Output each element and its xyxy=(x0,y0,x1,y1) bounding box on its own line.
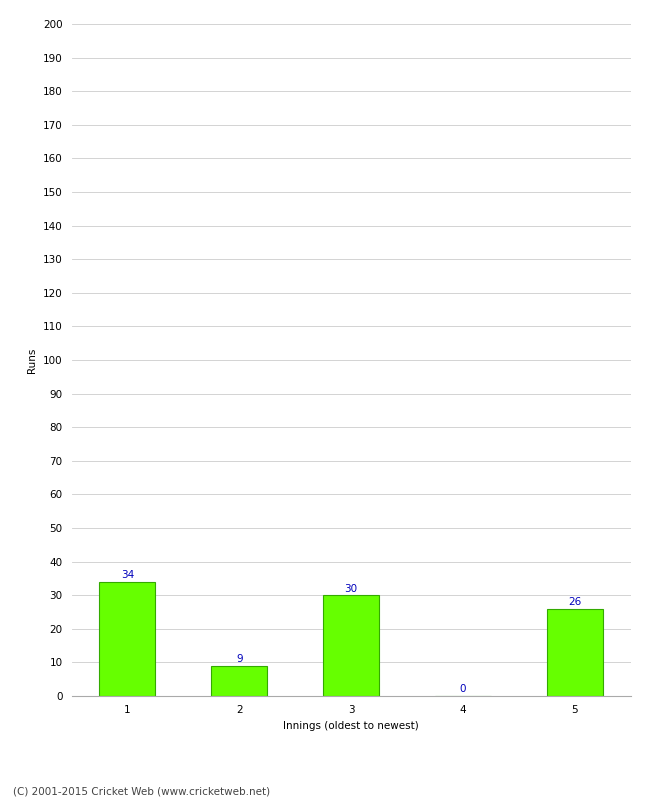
Text: 0: 0 xyxy=(460,684,466,694)
Text: (C) 2001-2015 Cricket Web (www.cricketweb.net): (C) 2001-2015 Cricket Web (www.cricketwe… xyxy=(13,786,270,796)
Bar xyxy=(211,666,267,696)
Bar xyxy=(323,595,379,696)
Text: 34: 34 xyxy=(121,570,134,580)
Text: 30: 30 xyxy=(344,583,358,594)
X-axis label: Innings (oldest to newest): Innings (oldest to newest) xyxy=(283,721,419,730)
Y-axis label: Runs: Runs xyxy=(27,347,37,373)
Text: 26: 26 xyxy=(568,597,581,607)
Bar xyxy=(99,582,155,696)
Text: 9: 9 xyxy=(236,654,242,664)
Bar xyxy=(547,609,603,696)
